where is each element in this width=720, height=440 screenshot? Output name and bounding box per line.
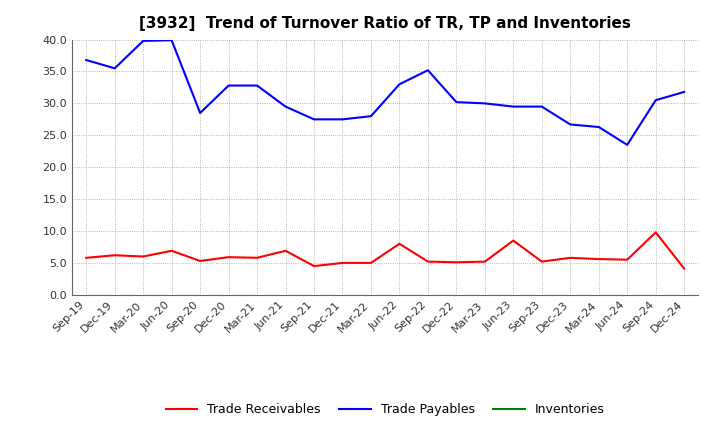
Trade Receivables [452, 260, 461, 265]
Trade Payables [366, 114, 375, 119]
Trade Receivables [566, 255, 575, 260]
Trade Receivables [338, 260, 347, 266]
Trade Receivables [366, 260, 375, 266]
Trade Receivables [423, 259, 432, 264]
Trade Payables [253, 83, 261, 88]
Trade Payables [395, 81, 404, 87]
Trade Payables [110, 66, 119, 71]
Trade Payables [452, 99, 461, 105]
Title: [3932]  Trend of Turnover Ratio of TR, TP and Inventories: [3932] Trend of Turnover Ratio of TR, TP… [139, 16, 631, 32]
Trade Payables [480, 101, 489, 106]
Trade Receivables [595, 257, 603, 262]
Trade Receivables [395, 241, 404, 246]
Trade Receivables [282, 248, 290, 253]
Trade Receivables [110, 253, 119, 258]
Trade Payables [282, 104, 290, 109]
Trade Payables [82, 57, 91, 62]
Line: Trade Receivables: Trade Receivables [86, 232, 684, 269]
Trade Receivables [623, 257, 631, 262]
Trade Payables [167, 37, 176, 43]
Trade Receivables [310, 264, 318, 269]
Trade Receivables [139, 254, 148, 259]
Trade Payables [537, 104, 546, 109]
Trade Payables [623, 142, 631, 147]
Trade Payables [566, 122, 575, 127]
Trade Receivables [537, 259, 546, 264]
Trade Receivables [480, 259, 489, 264]
Trade Receivables [167, 248, 176, 253]
Trade Payables [338, 117, 347, 122]
Trade Receivables [680, 266, 688, 271]
Trade Receivables [196, 258, 204, 264]
Trade Payables [139, 38, 148, 44]
Legend: Trade Receivables, Trade Payables, Inventories: Trade Receivables, Trade Payables, Inven… [161, 398, 610, 421]
Trade Receivables [509, 238, 518, 243]
Trade Receivables [82, 255, 91, 260]
Trade Payables [595, 125, 603, 130]
Trade Payables [652, 98, 660, 103]
Line: Trade Payables: Trade Payables [86, 40, 684, 145]
Trade Payables [225, 83, 233, 88]
Trade Payables [423, 68, 432, 73]
Trade Payables [310, 117, 318, 122]
Trade Receivables [652, 230, 660, 235]
Trade Payables [196, 110, 204, 116]
Trade Receivables [253, 255, 261, 260]
Trade Payables [680, 89, 688, 95]
Trade Receivables [225, 254, 233, 260]
Trade Payables [509, 104, 518, 109]
